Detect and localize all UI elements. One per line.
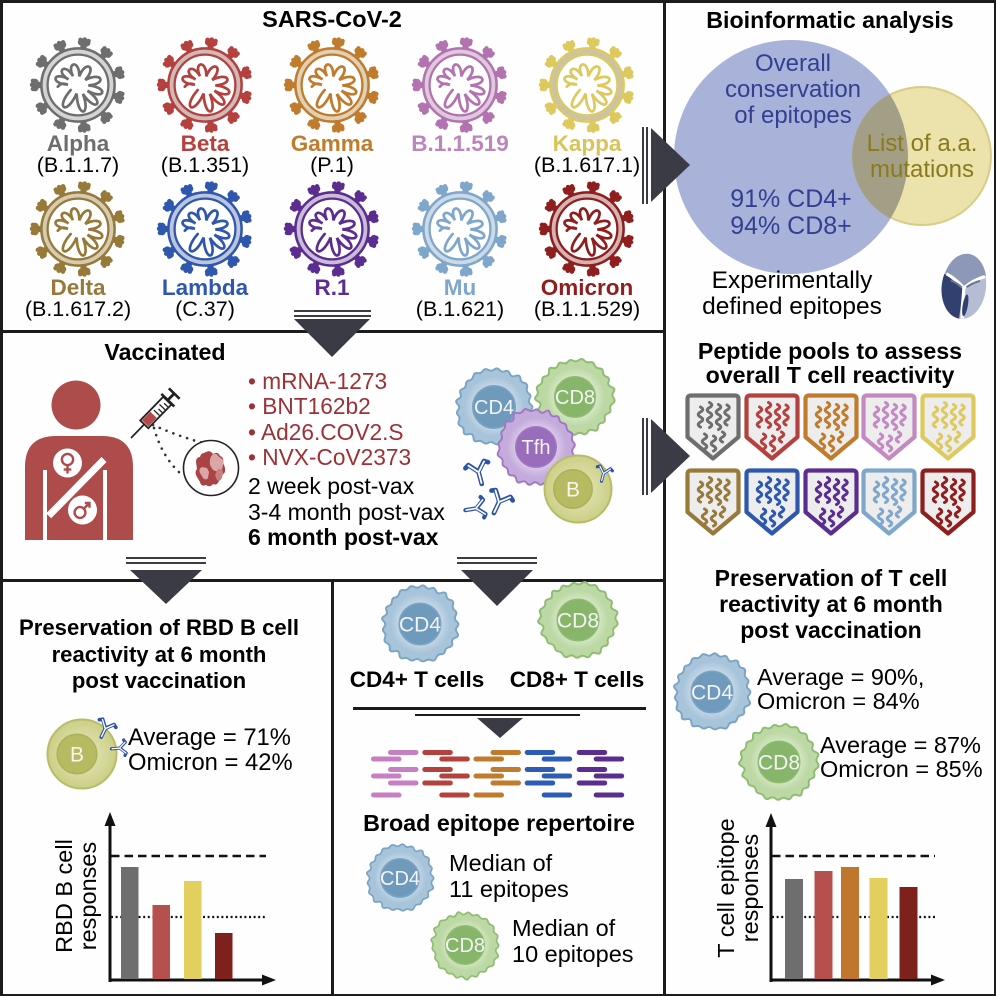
svg-text:B: B [566,478,580,501]
svg-text:CD4: CD4 [691,681,733,704]
svg-text:B: B [70,743,84,766]
svg-text:CD4: CD4 [399,613,441,636]
svg-text:CD8: CD8 [445,935,485,957]
svg-text:Tfh: Tfh [522,437,551,459]
svg-text:CD8: CD8 [555,387,595,409]
svg-text:CD4: CD4 [474,397,514,419]
svg-text:CD8: CD8 [557,609,599,632]
svg-text:CD8: CD8 [758,751,800,774]
svg-text:CD4: CD4 [380,868,420,890]
